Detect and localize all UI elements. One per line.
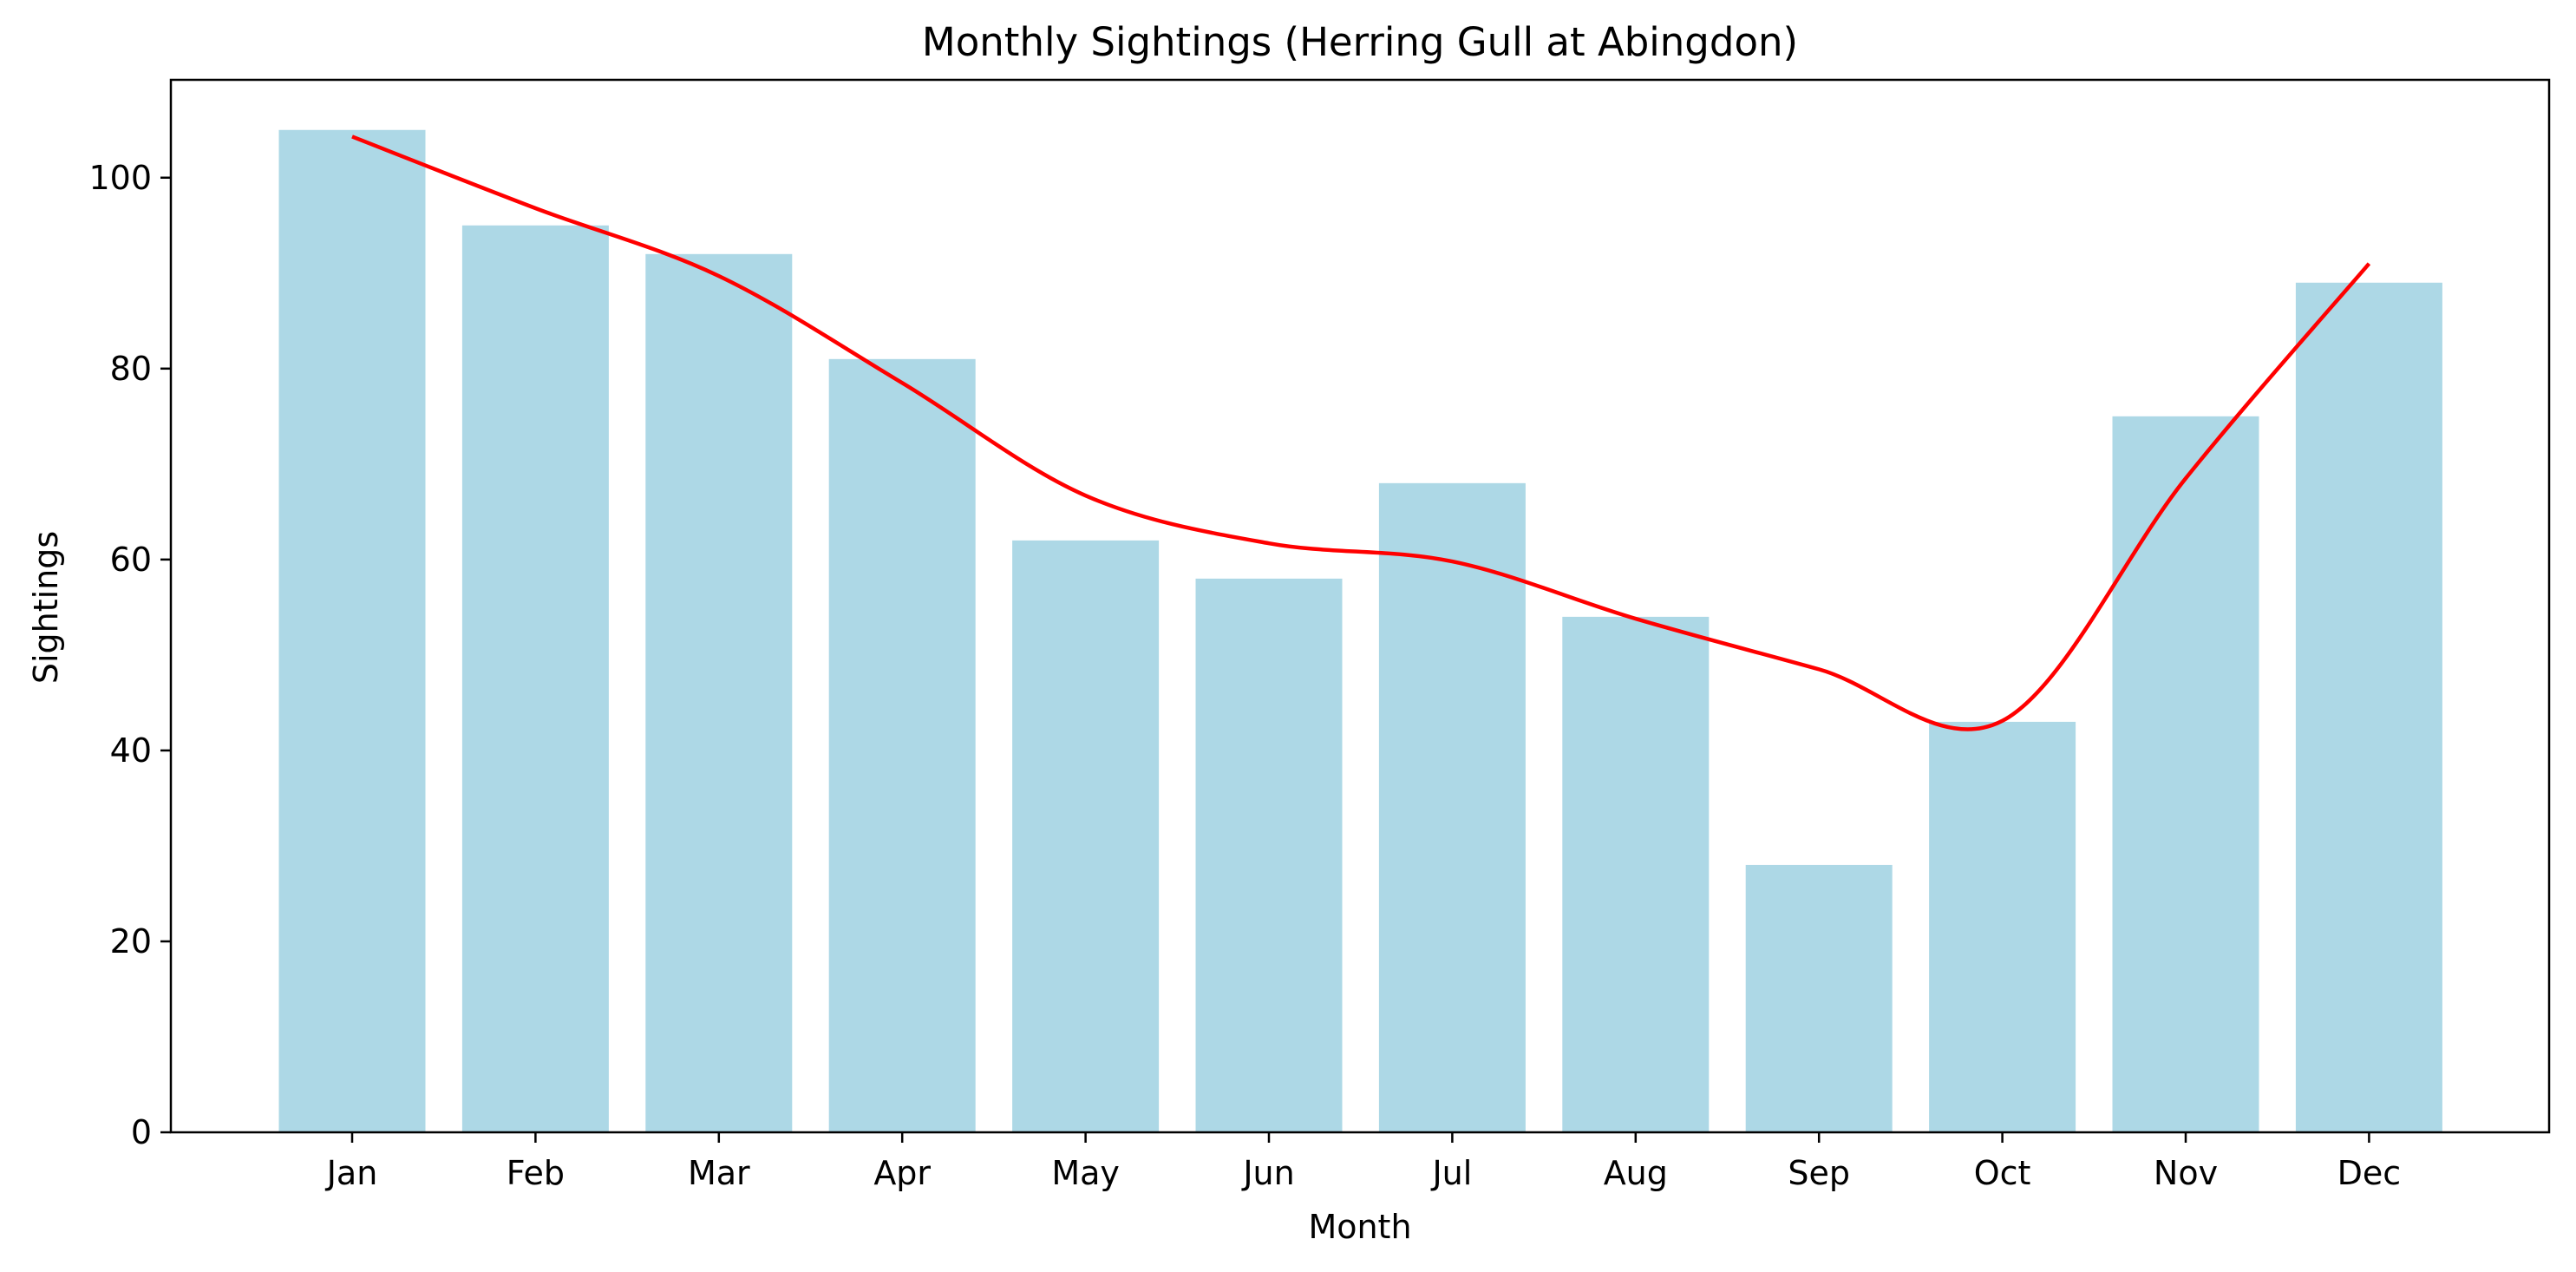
x-tick-label-feb: Feb bbox=[507, 1154, 565, 1192]
x-tick-label-jul: Jul bbox=[1430, 1154, 1472, 1192]
x-tick-label-jun: Jun bbox=[1241, 1154, 1294, 1192]
bar-jun bbox=[1195, 578, 1343, 1132]
bars-layer bbox=[278, 129, 2442, 1133]
x-tick-label-jan: Jan bbox=[325, 1154, 378, 1192]
x-tick-label-may: May bbox=[1051, 1154, 1120, 1192]
x-tick-label-aug: Aug bbox=[1604, 1154, 1668, 1192]
bar-feb bbox=[461, 225, 609, 1133]
x-tick-label-mar: Mar bbox=[688, 1154, 750, 1192]
bar-apr bbox=[828, 358, 976, 1133]
bar-jan bbox=[278, 129, 426, 1132]
y-tick-label: 100 bbox=[88, 159, 152, 197]
bar-sep bbox=[1745, 864, 1893, 1132]
y-axis-title: Sightings bbox=[27, 531, 65, 684]
trend-layer bbox=[351, 134, 2371, 731]
x-tick-label-oct: Oct bbox=[1974, 1154, 2031, 1192]
bar-nov bbox=[2112, 416, 2259, 1132]
bar-mar bbox=[645, 253, 793, 1132]
x-tick-label-dec: Dec bbox=[2337, 1154, 2402, 1192]
x-axis-title: Month bbox=[1308, 1208, 1411, 1246]
x-tick-label-nov: Nov bbox=[2154, 1154, 2218, 1192]
x-tick-label-sep: Sep bbox=[1788, 1154, 1850, 1192]
bar-aug bbox=[1562, 616, 1710, 1132]
bar-oct bbox=[1929, 721, 2076, 1132]
trend-line bbox=[351, 134, 2371, 731]
x-axis: Jan Feb Mar Apr May Jun Jul Aug Sep Oct Nov Dec bbox=[325, 1132, 2401, 1192]
y-tick-label: 0 bbox=[131, 1113, 152, 1151]
plot-frame bbox=[169, 78, 2551, 1134]
x-tick-label-apr: Apr bbox=[873, 1154, 931, 1192]
y-axis: 0 20 40 60 80 100 bbox=[88, 159, 171, 1151]
chart-title: Monthly Sightings (Herring Gull at Abing… bbox=[922, 19, 1798, 65]
bar-jul bbox=[1378, 482, 1526, 1132]
y-tick-label: 60 bbox=[110, 541, 152, 579]
y-tick-label: 40 bbox=[110, 731, 152, 770]
bar-may bbox=[1012, 540, 1160, 1132]
y-tick-label: 80 bbox=[110, 350, 152, 388]
y-tick-label: 20 bbox=[110, 922, 152, 961]
bar-dec bbox=[2295, 282, 2442, 1132]
